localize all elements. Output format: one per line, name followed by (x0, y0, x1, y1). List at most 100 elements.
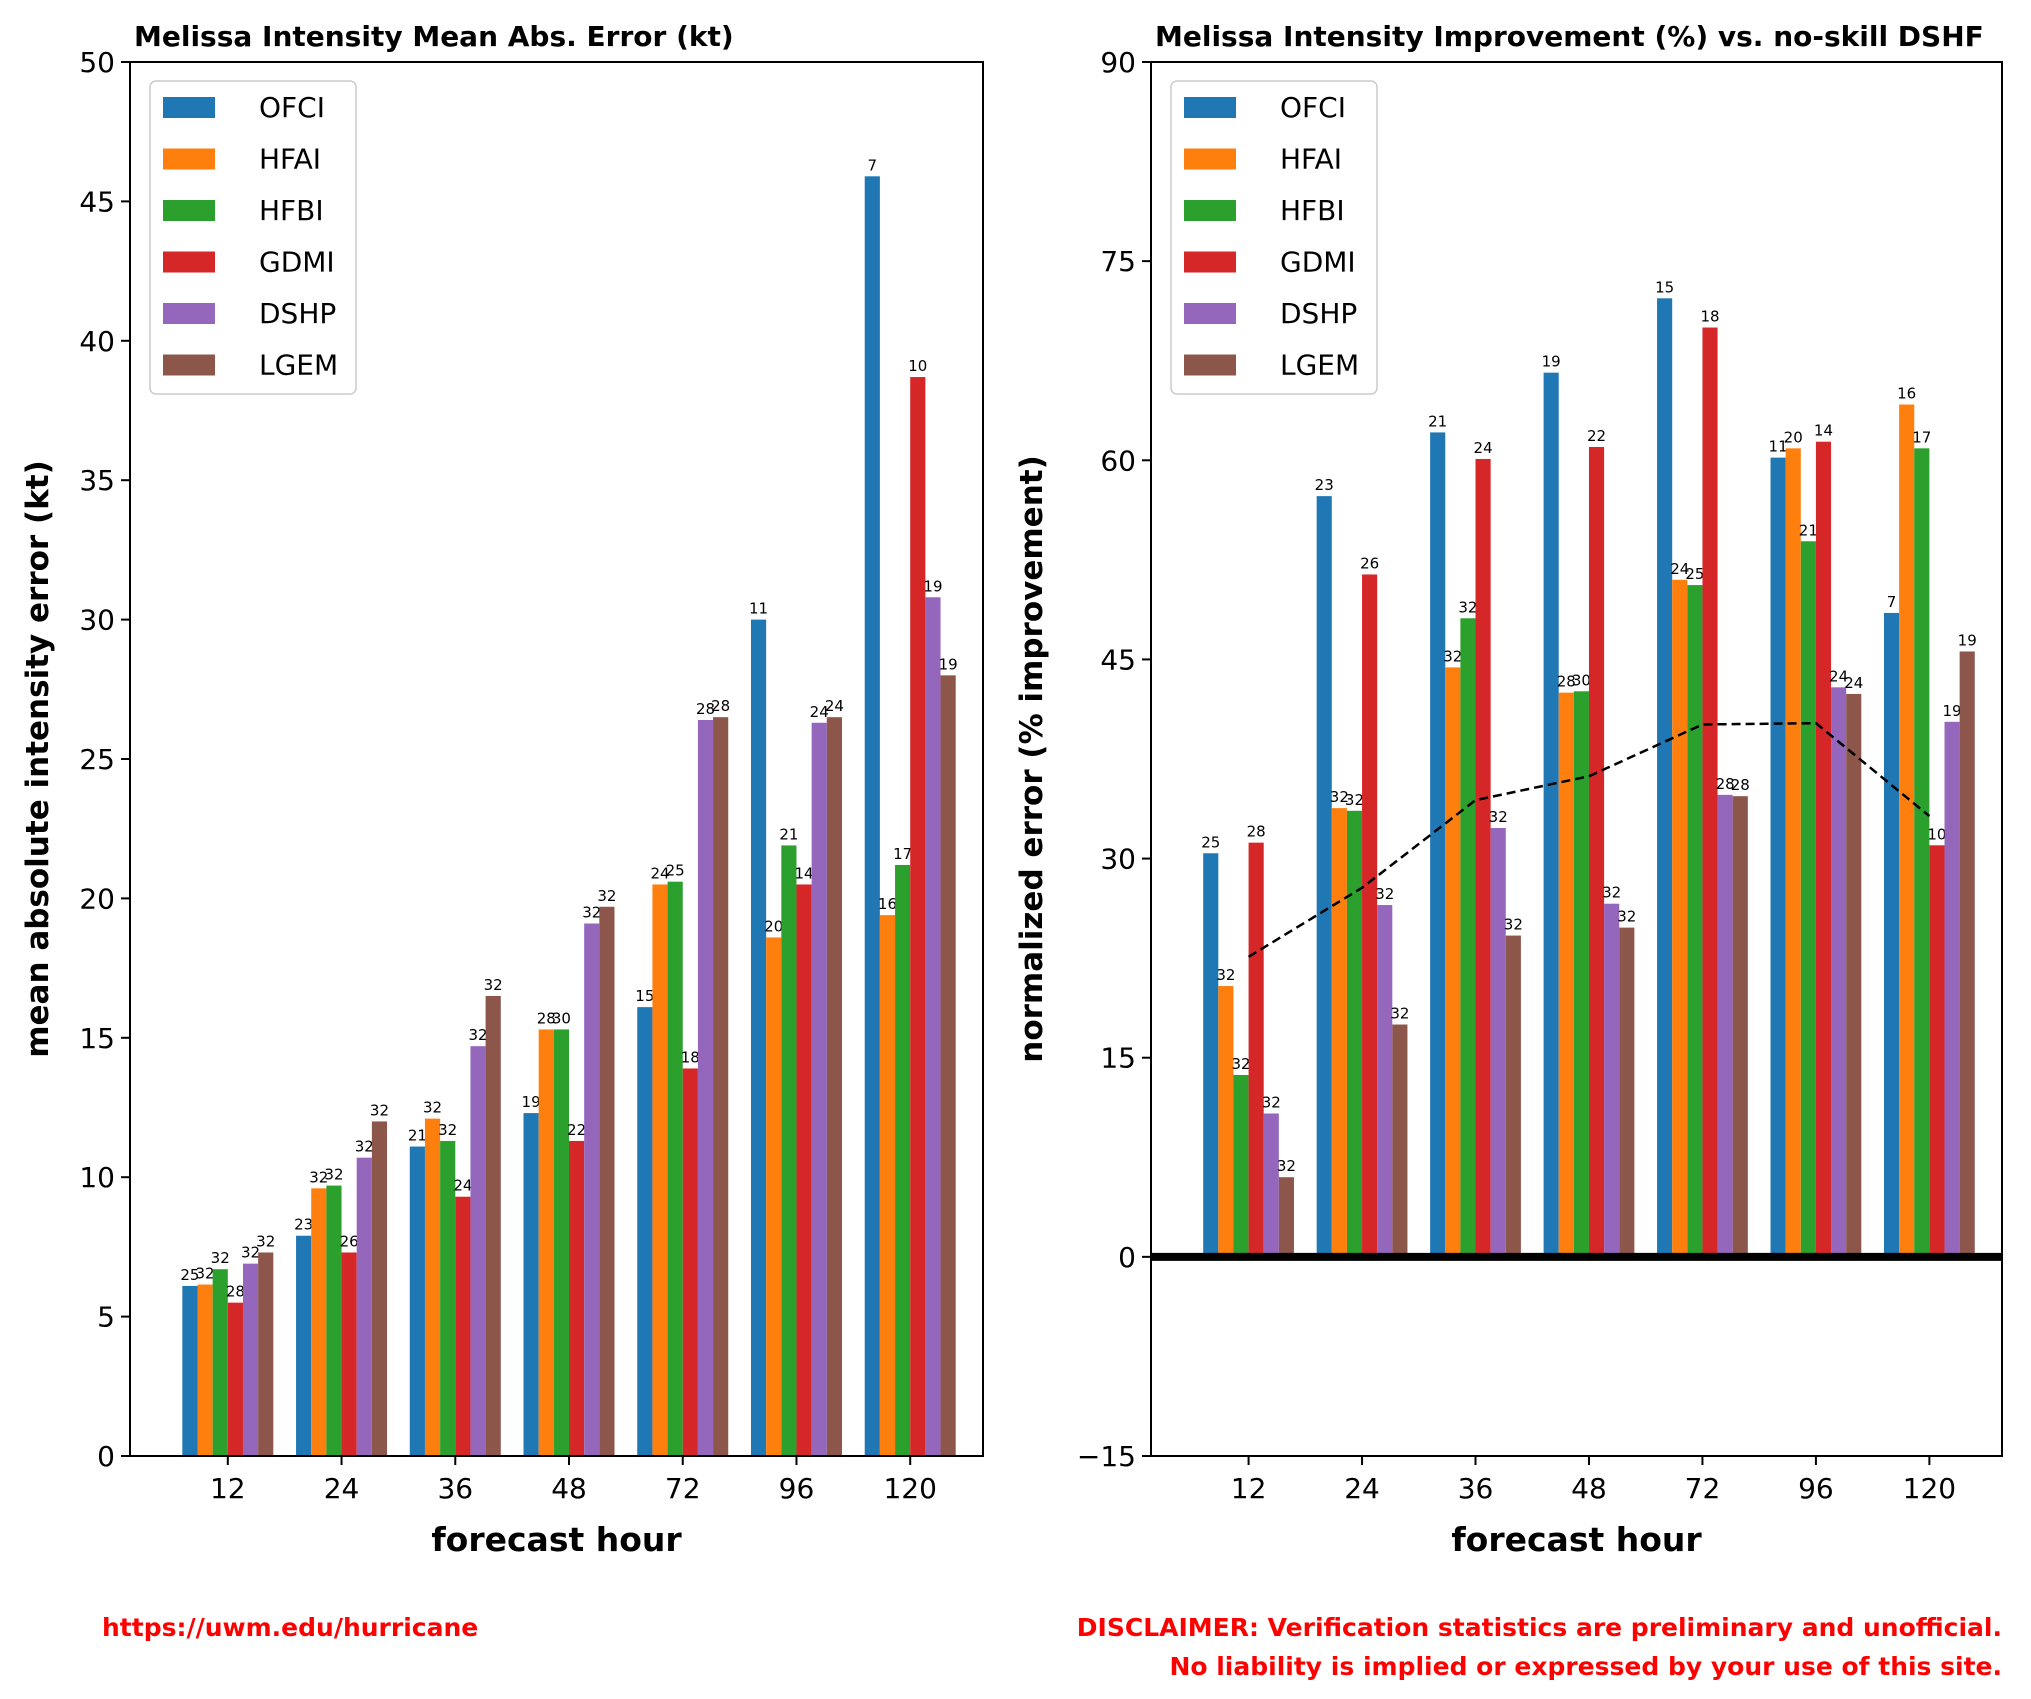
y-tick-label: 30 (79, 604, 115, 637)
bar-count-label: 24 (1829, 667, 1848, 685)
bar-ofci-36 (409, 1146, 425, 1456)
bar-gdmi-72 (1702, 327, 1718, 1257)
bar-count-label: 22 (1587, 427, 1606, 445)
bar-count-label: 32 (211, 1249, 230, 1267)
chart-2: 2523211915117323232282420163232323025211… (1014, 20, 2003, 1559)
x-tick-label: 36 (1458, 1472, 1494, 1505)
bar-ofci-72 (1657, 298, 1673, 1257)
bar-count-label: 19 (923, 577, 942, 595)
bar-gdmi-120 (1929, 845, 1945, 1257)
y-tick-label: 45 (1100, 643, 1136, 676)
bar-hfbi-24 (1346, 810, 1363, 1257)
bar-count-label: 32 (256, 1232, 275, 1250)
bar-count-label: 28 (711, 697, 730, 715)
bar-hfbi-96 (781, 845, 797, 1456)
bar-count-label: 16 (878, 895, 897, 913)
x-tick-label: 12 (210, 1472, 246, 1505)
bar-dshp-120 (1944, 721, 1960, 1257)
reference-dashed-line (1247, 721, 1931, 958)
bar-count-label: 26 (1360, 554, 1379, 572)
legend-label-hfbi: HFBI (1280, 194, 1345, 227)
bar-ofci-96 (1770, 457, 1786, 1257)
bar-lgem-36 (1505, 935, 1521, 1257)
legend-swatch-hfbi (163, 200, 215, 221)
bar-hfai-36 (1445, 667, 1461, 1257)
legend-swatch-lgem (163, 354, 215, 376)
bar-count-label: 16 (1897, 385, 1916, 403)
bar-hfai-72 (652, 884, 668, 1456)
bar-count-label: 30 (552, 1009, 571, 1027)
bar-ofci-120 (1883, 612, 1900, 1257)
bar-hfbi-96 (1800, 541, 1816, 1257)
bar-hfai-12 (1218, 986, 1234, 1257)
bar-hfbi-12 (1233, 1074, 1249, 1257)
bar-count-label: 25 (666, 862, 685, 880)
footer-url[interactable]: https://uwm.edu/hurricane (102, 1613, 479, 1642)
bar-count-label: 25 (1201, 833, 1220, 851)
y-tick-label: 0 (97, 1440, 115, 1473)
bar-hfai-96 (1785, 448, 1801, 1257)
bar-hfai-48 (538, 1029, 554, 1456)
bar-ofci-36 (1430, 432, 1446, 1257)
footer-disclaimer-line1: DISCLAIMER: Verification statistics are … (1076, 1613, 2002, 1642)
bar-dshp-36 (1490, 828, 1506, 1257)
bar-hfbi-24 (326, 1185, 342, 1456)
bar-count-label: 11 (1769, 438, 1788, 456)
bar-lgem-48 (1619, 927, 1635, 1257)
bar-gdmi-12 (227, 1302, 243, 1456)
bar-count-label: 32 (1617, 908, 1636, 926)
legend-swatch-lgem (1184, 354, 1236, 376)
bar-count-label: 11 (749, 600, 768, 618)
y-tick-label: 40 (79, 325, 115, 358)
bar-count-label: 32 (324, 1166, 343, 1184)
legend-box (149, 80, 357, 395)
bar-count-label: 26 (340, 1232, 359, 1250)
bar-count-label: 32 (241, 1244, 260, 1262)
bar-count-label: 24 (1670, 560, 1689, 578)
bar-count-label: 32 (1390, 1005, 1409, 1023)
bar-count-label: 32 (1330, 788, 1349, 806)
bar-count-label: 32 (370, 1101, 389, 1119)
bar-lgem-72 (713, 717, 729, 1456)
bar-count-label: 15 (635, 987, 654, 1005)
footer-disclaimer-line2: No liability is implied or expressed by … (1169, 1652, 2002, 1681)
bar-count-label: 19 (1542, 353, 1561, 371)
bar-hfbi-48 (1573, 691, 1589, 1257)
bar-count-label: 7 (868, 156, 878, 174)
bar-count-label: 7 (1887, 593, 1897, 611)
bar-count-label: 21 (1428, 412, 1447, 430)
bar-lgem-96 (1846, 693, 1862, 1257)
bar-count-label: 32 (1443, 647, 1462, 665)
chart-title: Melissa Intensity Mean Abs. Error (kt) (134, 20, 734, 53)
bar-hfbi-120 (895, 864, 911, 1456)
bar-lgem-96 (826, 717, 842, 1456)
bar-dshp-12 (242, 1263, 259, 1456)
bar-count-label: 22 (567, 1121, 586, 1139)
bar-count-label: 23 (1315, 476, 1334, 494)
bar-gdmi-48 (569, 1140, 585, 1456)
bar-hfbi-72 (1687, 585, 1703, 1257)
x-tick-label: 72 (665, 1472, 701, 1505)
bar-count-label: 32 (468, 1026, 487, 1044)
bar-ofci-48 (1543, 372, 1559, 1257)
bar-dshp-120 (925, 597, 941, 1456)
x-tick-label: 120 (883, 1472, 936, 1505)
bar-ofci-48 (523, 1113, 539, 1456)
y-tick-label: 90 (1100, 46, 1136, 79)
bar-hfai-36 (424, 1118, 441, 1456)
bar-hfai-120 (1899, 404, 1915, 1257)
bar-gdmi-36 (1475, 458, 1491, 1257)
bar-dshp-36 (470, 1046, 486, 1456)
bar-count-label: 32 (196, 1265, 215, 1283)
x-tick-label: 72 (1685, 1472, 1721, 1505)
bar-count-label: 23 (294, 1216, 313, 1234)
bar-hfbi-48 (553, 1029, 570, 1456)
bar-hfai-48 (1558, 692, 1574, 1257)
x-tick-label: 24 (1344, 1472, 1380, 1505)
bar-count-label: 24 (453, 1177, 472, 1195)
legend-swatch-ofci (1184, 97, 1236, 118)
x-tick-label: 24 (324, 1472, 360, 1505)
y-tick-label: −15 (1077, 1440, 1136, 1473)
plot-frame (1150, 61, 2003, 1457)
